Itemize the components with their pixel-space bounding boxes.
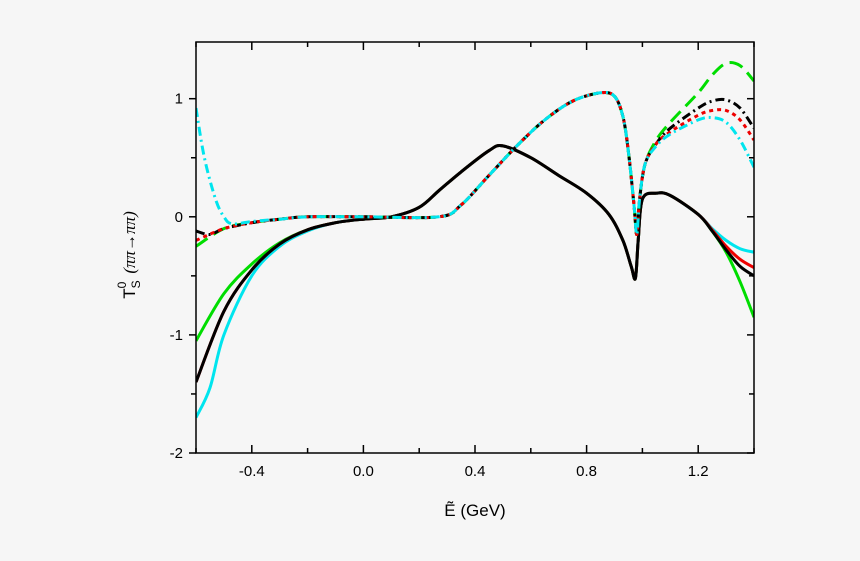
series-solid-cyan: [196, 144, 754, 419]
x-tick-label: -0.4: [239, 463, 265, 480]
y-tick-label: -1: [170, 327, 183, 344]
svg-text:TS0(ππ→ππ): TS0 (ππ→ππ): [115, 211, 143, 299]
series-solid-red: [196, 144, 754, 383]
series-dashdot-cyan: [196, 90, 754, 237]
y-tick-label: -2: [170, 445, 183, 462]
y-axis-title-paren: (ππ→ππ): [120, 211, 139, 274]
tick-labels: -0.4 0.0 0.4 0.8 1.2 -2 -1 0 1: [170, 91, 709, 480]
y-axis-title-main: T: [120, 288, 139, 298]
y-tick-label: 1: [175, 91, 183, 108]
x-tick-label: 0.0: [353, 463, 374, 480]
x-tick-label: 1.2: [688, 463, 709, 480]
x-tick-label: 0.4: [465, 463, 486, 480]
y-axis-title-sup: 0: [115, 281, 129, 288]
x-axis-title: Ẽ (GeV): [444, 501, 505, 520]
series-dashdot-black: [196, 90, 754, 237]
y-axis-title: TS0 (ππ→ππ): [115, 211, 143, 299]
y-axis-title-sub: S: [129, 280, 143, 288]
y-tick-label: 0: [175, 209, 183, 226]
series-solid-black: [196, 144, 754, 383]
series-layer: [196, 61, 754, 419]
x-tick-label: 0.8: [576, 463, 597, 480]
axis-ticks: [189, 42, 755, 454]
